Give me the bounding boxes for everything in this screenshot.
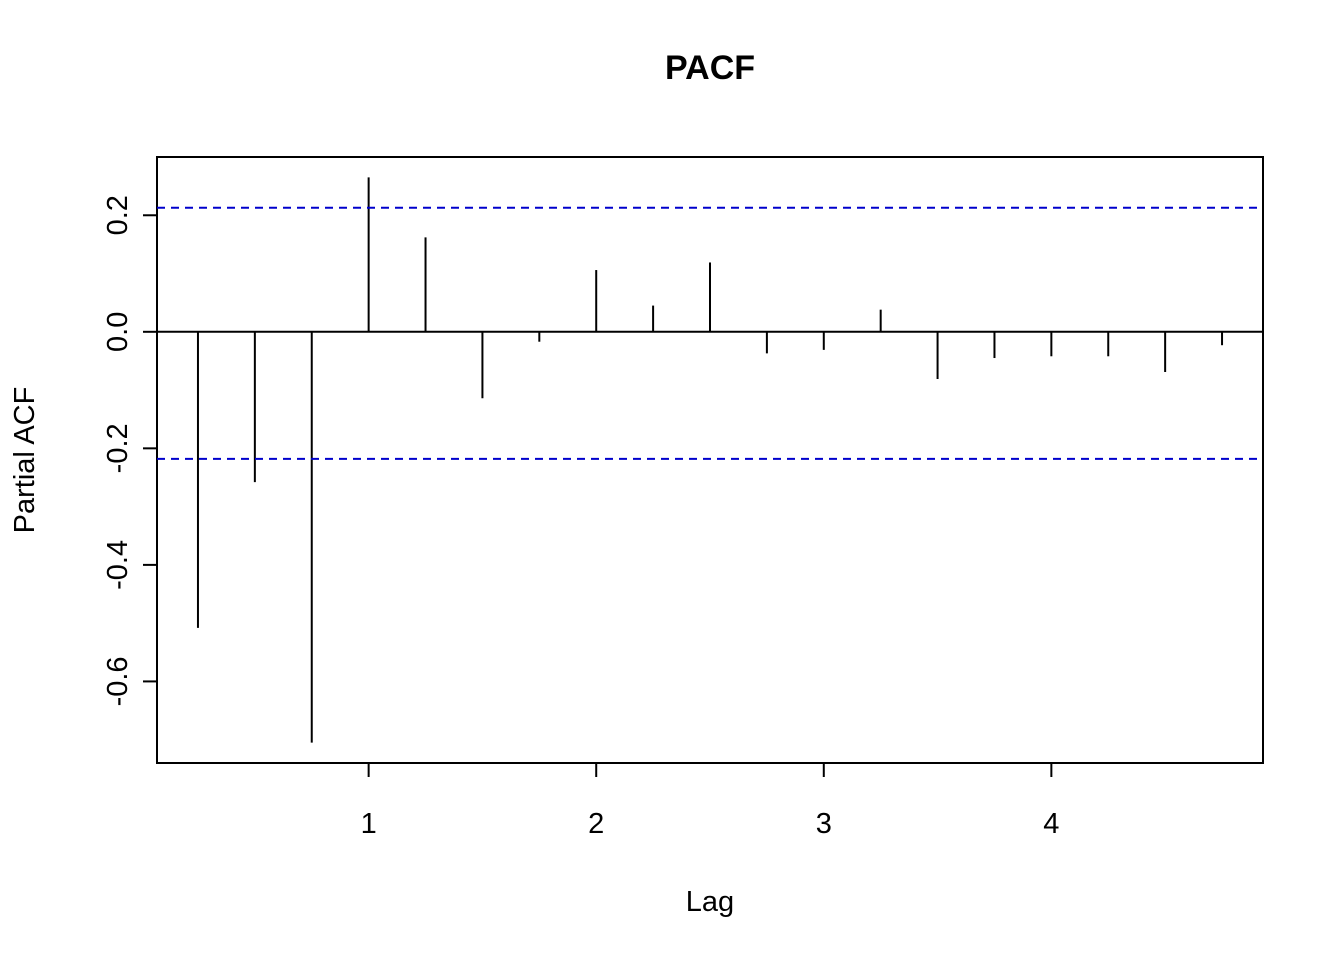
x-axis-label: Lag bbox=[686, 886, 734, 918]
pacf-stems bbox=[196, 177, 1224, 743]
confidence-bounds bbox=[157, 206, 1263, 460]
y-axis-label: Partial ACF bbox=[9, 387, 41, 534]
y-tick-label: -0.4 bbox=[102, 540, 134, 590]
plot-frame bbox=[156, 156, 1264, 764]
y-tick-label: -0.6 bbox=[102, 656, 134, 706]
x-axis: 1 2 3 4 bbox=[361, 763, 1059, 840]
x-tick-label: 3 bbox=[816, 808, 832, 840]
x-tick-label: 2 bbox=[588, 808, 604, 840]
y-tick-label: 0.0 bbox=[102, 312, 134, 352]
chart-title: PACF bbox=[665, 49, 755, 87]
y-tick-label: -0.2 bbox=[102, 423, 134, 473]
y-tick-label: 0.2 bbox=[102, 195, 134, 235]
y-axis: -0.6 -0.4 -0.2 0.0 0.2 bbox=[102, 195, 157, 706]
x-tick-label: 1 bbox=[361, 808, 377, 840]
x-tick-label: 4 bbox=[1043, 808, 1059, 840]
